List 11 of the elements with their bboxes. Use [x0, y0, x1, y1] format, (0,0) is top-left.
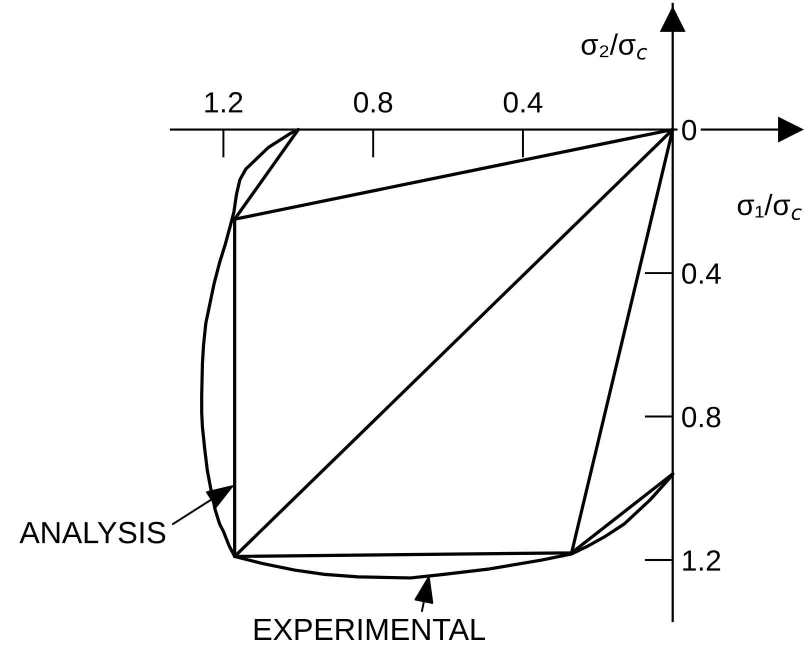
y-axis-title: σ₂/σ$_{c}$	[582, 33, 648, 60]
x-tick-label: 0.4	[504, 92, 542, 113]
x-tick-label: 0.8	[354, 92, 392, 113]
y-tick-label: 0.4	[682, 263, 721, 284]
y-tick-label: 1.2	[683, 550, 720, 571]
annotation: EXPERIMENTAL	[254, 618, 485, 640]
x-tick-label: 1.2	[205, 92, 242, 112]
y-tick-label: 0.8	[682, 406, 720, 428]
x-axis-title: σ₁/σ$_{c}$	[738, 194, 802, 220]
annotation: ANALYSIS	[19, 522, 166, 544]
y-tick-label: 0	[682, 120, 696, 140]
